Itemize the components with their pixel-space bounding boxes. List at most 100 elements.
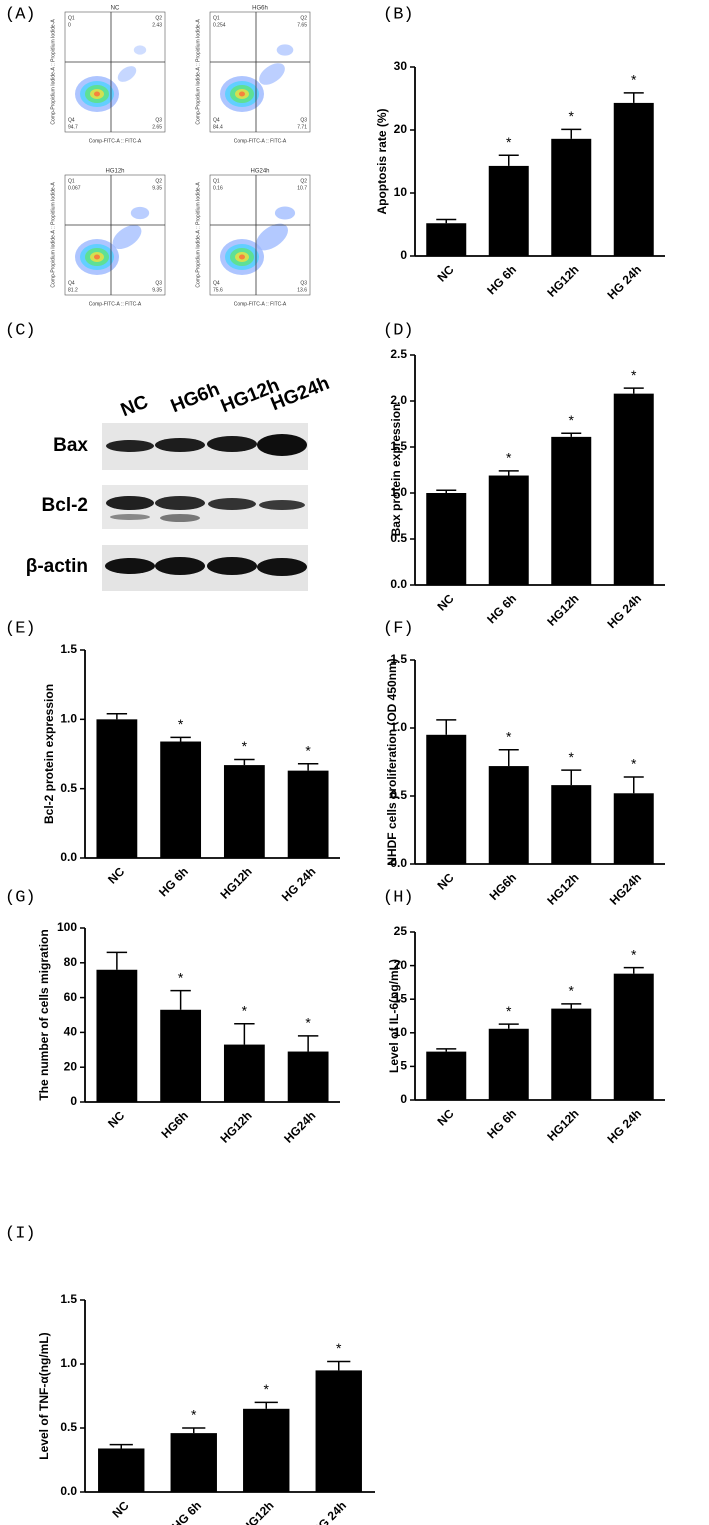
plot-title: NC <box>111 6 120 12</box>
quadrant-value: 0.16 <box>213 185 223 191</box>
y-axis-title: Level of TNF-α(ng/mL) <box>37 1332 51 1459</box>
significance-mark: * <box>178 716 184 732</box>
quadrant-name: Q1 <box>68 178 75 184</box>
blot <box>102 423 308 591</box>
bar <box>426 1051 467 1100</box>
cell-density <box>259 63 285 85</box>
bar <box>613 793 654 864</box>
quadrant-name: Q4 <box>213 117 220 123</box>
x-tick-label: HG12h <box>544 1106 581 1143</box>
y-axis-title: Comp-Propidium Iodide-A :: Propidium Iod… <box>195 182 201 288</box>
x-tick-label: HG24h <box>607 870 644 907</box>
x-tick-label: HG 24h <box>605 262 645 302</box>
x-tick-label: HG12h <box>239 1498 276 1525</box>
y-tick-label: 0.0 <box>60 1484 77 1498</box>
x-axis-title: Comp-FITC-A :: FITC-A <box>234 138 287 144</box>
quadrant-value: 75.6 <box>213 287 223 293</box>
y-tick-label: 30 <box>394 59 408 73</box>
significance-mark: * <box>631 756 637 772</box>
quadrant-name: Q1 <box>213 178 220 184</box>
x-tick-label: HG12h <box>544 870 581 907</box>
bar <box>613 973 654 1100</box>
bar <box>223 1044 265 1102</box>
x-tick-label: NC <box>434 1106 456 1128</box>
quadrant-value: 2.65 <box>152 124 162 130</box>
significance-mark: * <box>569 108 575 124</box>
y-axis-title: Apoptosis rate (%) <box>375 108 389 214</box>
y-tick-label: 0.5 <box>60 781 77 795</box>
bar <box>426 493 467 585</box>
x-tick-label: NC <box>434 870 456 892</box>
y-axis-title: Comp-Propidium Iodide-A :: Propidium Iod… <box>195 19 201 125</box>
bar <box>488 165 529 256</box>
cell-density <box>94 254 100 260</box>
bar <box>160 1009 202 1102</box>
bar <box>551 785 592 864</box>
x-tick-label: HG 24h <box>279 864 319 904</box>
x-tick-label: NC <box>434 262 456 284</box>
y-tick-label: 1.5 <box>60 642 77 656</box>
quadrant-value: 84.4 <box>213 124 223 130</box>
bar <box>160 741 202 858</box>
quadrant-name: Q4 <box>213 280 220 286</box>
quadrant-name: Q2 <box>155 15 162 21</box>
y-tick-label: 1.5 <box>390 652 407 666</box>
panel-label: (D) <box>383 321 414 340</box>
significance-mark: * <box>506 450 512 466</box>
cell-density <box>276 44 294 56</box>
lane-label: HG24h <box>268 373 333 415</box>
cell-density <box>117 66 137 82</box>
quadrant-value: 7.65 <box>297 22 307 28</box>
bar <box>551 1008 592 1100</box>
quadrant-name: Q2 <box>300 178 307 184</box>
bar <box>243 1408 290 1492</box>
y-tick-label: 25 <box>394 924 408 938</box>
panel-label: (E) <box>5 619 36 638</box>
quadrant-name: Q4 <box>68 280 75 286</box>
cell-density <box>274 206 296 220</box>
panel-label: (C) <box>5 321 36 340</box>
quadrant-value: 81.2 <box>68 287 78 293</box>
plot-title: HG12h <box>105 169 124 175</box>
y-tick-label: 0.5 <box>390 531 407 545</box>
bar <box>551 436 592 585</box>
x-tick-label: HG24h <box>281 1108 318 1145</box>
y-tick-label: 0.0 <box>390 577 407 591</box>
quadrant-value: 9.35 <box>152 185 162 191</box>
panel-label: (A) <box>5 5 36 24</box>
bar <box>613 102 654 256</box>
cell-density <box>256 223 288 251</box>
x-axis-title: Comp-FITC-A :: FITC-A <box>234 301 287 307</box>
y-tick-label: 0.0 <box>390 856 407 870</box>
lane-label: NC <box>118 391 152 421</box>
plot-frame <box>209 11 311 133</box>
bar <box>488 766 529 864</box>
bar <box>287 1051 329 1102</box>
quadrant-value: 0 <box>68 22 71 28</box>
lane-label: HG6h <box>168 379 223 417</box>
significance-mark: * <box>336 1340 342 1356</box>
cell-density <box>133 45 147 55</box>
cell-scatter <box>75 206 150 275</box>
x-tick-label: NC <box>109 1498 131 1520</box>
y-tick-label: 60 <box>64 990 78 1004</box>
x-tick-label: HG 6h <box>156 864 191 899</box>
plot-frame <box>64 174 166 296</box>
y-axis-title: Comp-Propidium Iodide-A :: Propidium Iod… <box>50 19 56 125</box>
y-tick-label: 1.0 <box>390 720 407 734</box>
y-tick-label: 1.0 <box>60 1356 77 1370</box>
y-tick-label: 0 <box>400 1092 407 1106</box>
quadrant-value: 2.43 <box>152 22 162 28</box>
y-tick-label: 1.5 <box>390 439 407 453</box>
cell-scatter <box>220 44 294 112</box>
y-tick-label: 40 <box>64 1025 78 1039</box>
y-tick-label: 100 <box>57 920 77 934</box>
y-tick-label: 15 <box>394 991 408 1005</box>
significance-mark: * <box>191 1407 197 1423</box>
x-tick-label: NC <box>434 591 456 613</box>
significance-mark: * <box>506 134 512 150</box>
x-tick-label: HG 6h <box>484 262 519 297</box>
quadrant-value: 94.7 <box>68 124 78 130</box>
quadrant-name: Q3 <box>155 117 162 123</box>
significance-mark: * <box>506 1003 512 1019</box>
